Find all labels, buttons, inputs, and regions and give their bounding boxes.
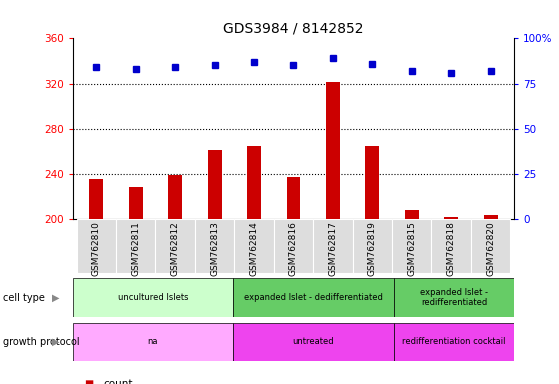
Bar	[444, 217, 458, 219]
FancyBboxPatch shape	[394, 278, 514, 317]
Text: GSM762812: GSM762812	[170, 222, 179, 276]
Text: untreated: untreated	[293, 337, 334, 346]
Text: na: na	[148, 337, 158, 346]
Bar	[208, 150, 221, 219]
Text: GSM762811: GSM762811	[131, 222, 140, 276]
Text: GSM762818: GSM762818	[447, 222, 456, 276]
Bar	[484, 215, 498, 219]
Bar	[168, 175, 182, 219]
FancyBboxPatch shape	[471, 219, 510, 273]
FancyBboxPatch shape	[116, 219, 155, 273]
Text: GSM762810: GSM762810	[92, 222, 101, 276]
FancyBboxPatch shape	[234, 219, 274, 273]
Text: GSM762814: GSM762814	[249, 222, 259, 276]
Bar	[129, 187, 143, 219]
Title: GDS3984 / 8142852: GDS3984 / 8142852	[223, 22, 364, 36]
FancyBboxPatch shape	[155, 219, 195, 273]
FancyBboxPatch shape	[392, 219, 432, 273]
Bar	[247, 146, 261, 219]
FancyBboxPatch shape	[233, 323, 394, 361]
FancyBboxPatch shape	[73, 323, 233, 361]
Bar	[366, 146, 379, 219]
Text: GSM762820: GSM762820	[486, 222, 495, 276]
FancyBboxPatch shape	[353, 219, 392, 273]
Text: ▶: ▶	[52, 293, 60, 303]
Text: ■: ■	[84, 379, 93, 384]
Text: GSM762815: GSM762815	[408, 222, 416, 276]
FancyBboxPatch shape	[432, 219, 471, 273]
Text: ▶: ▶	[52, 337, 60, 347]
Text: expanded Islet - dedifferentiated: expanded Islet - dedifferentiated	[244, 293, 383, 302]
Bar	[287, 177, 300, 219]
FancyBboxPatch shape	[394, 323, 514, 361]
FancyBboxPatch shape	[313, 219, 353, 273]
FancyBboxPatch shape	[274, 219, 313, 273]
FancyBboxPatch shape	[195, 219, 234, 273]
FancyBboxPatch shape	[77, 219, 116, 273]
Text: redifferentiation cocktail: redifferentiation cocktail	[402, 337, 506, 346]
Text: expanded Islet -
redifferentiated: expanded Islet - redifferentiated	[420, 288, 488, 307]
Text: uncultured Islets: uncultured Islets	[118, 293, 188, 302]
Bar	[89, 179, 103, 219]
Text: GSM762817: GSM762817	[328, 222, 338, 276]
Text: cell type: cell type	[3, 293, 45, 303]
Text: GSM762813: GSM762813	[210, 222, 219, 276]
FancyBboxPatch shape	[73, 278, 233, 317]
Text: growth protocol: growth protocol	[3, 337, 79, 347]
Text: GSM762819: GSM762819	[368, 222, 377, 276]
Bar	[405, 210, 419, 219]
Bar	[326, 83, 340, 219]
FancyBboxPatch shape	[233, 278, 394, 317]
Text: GSM762816: GSM762816	[289, 222, 298, 276]
Text: count: count	[103, 379, 133, 384]
